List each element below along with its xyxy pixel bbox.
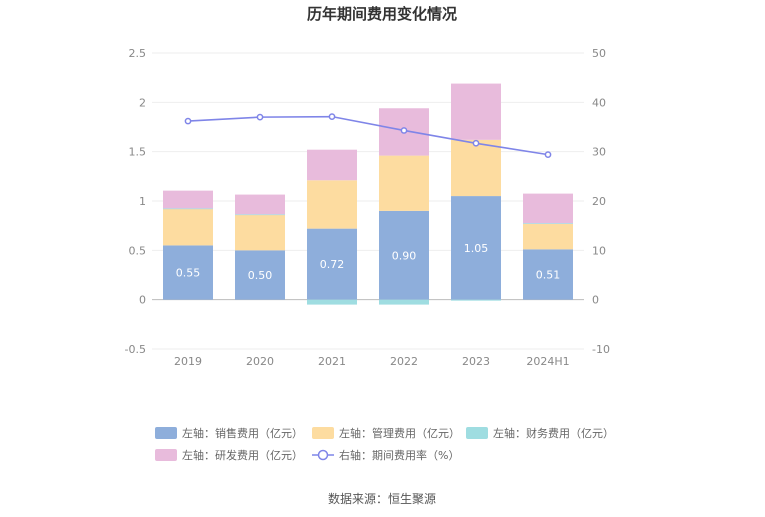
bars [163,83,573,305]
bar-segment [307,299,357,305]
bar-segment [307,180,357,229]
x-tick-label: 2021 [318,355,346,368]
ratio-point [472,139,480,147]
legend-label: 右轴：期间费用率（%） [339,448,459,462]
legend[interactable]: 左轴：销售费用（亿元） 左轴：管理费用（亿元） 左轴：财务费用（亿元） 左轴：研发费用… [155,426,614,462]
bar-segment [163,190,213,209]
legend-label: 左轴：管理费用（亿元） [339,426,460,440]
right-tick-label: 50 [592,47,606,60]
bar-segment [307,228,357,300]
ratio-point [184,117,192,125]
x-tick-label: 2024H1 [526,355,569,368]
bar-segment [451,299,501,301]
left-tick-label: 2 [139,96,146,109]
expense-ratio-line [184,113,552,158]
left-tick-label: 0 [139,294,146,307]
bar-value-label: 1.05 [464,242,489,255]
left-tick-label: 2.5 [129,47,147,60]
bar-segment [163,245,213,300]
bar-value-label: 0.51 [536,269,561,282]
grid [152,52,584,350]
legend-swatch [312,427,334,439]
bar-segment [523,223,573,250]
ratio-point [544,151,552,158]
right-tick-label: 30 [592,146,606,159]
x-tick-label: 2020 [246,355,274,368]
bar-segment [307,149,357,181]
left-axis-ticks: -0.5 0 0.5 1 1.5 2 2.5 [125,47,146,356]
bar-value-label: 0.50 [248,269,273,282]
legend-label: 左轴：销售费用（亿元） [182,426,303,440]
bar-segment [523,249,573,300]
left-tick-label: 1 [139,195,146,208]
left-tick-label: 0.5 [129,244,147,257]
bar-segment [379,210,429,300]
ratio-point [328,113,336,120]
left-tick-label: -0.5 [125,343,146,356]
ratio-point [256,113,264,121]
bar-segment [379,299,429,305]
bar-segment [235,214,285,216]
legend-label: 左轴：研发费用（亿元） [182,448,303,462]
right-tick-label: 20 [592,195,606,208]
bar-segment [163,208,213,210]
legend-label: 左轴：财务费用（亿元） [493,426,614,440]
right-tick-label: 40 [592,96,606,109]
right-tick-label: -10 [592,343,610,356]
left-tick-label: 1.5 [129,146,147,159]
bar-segment [451,196,501,300]
legend-line-marker [317,449,329,461]
ratio-point [400,127,408,134]
x-axis-ticks: 2019 2020 2021 2022 2023 2024H1 [174,355,570,368]
bar-segment [523,193,573,224]
legend-swatch [155,427,177,439]
ratio-line-path [187,115,549,156]
bar-labels: 0.55 0.50 0.72 0.90 1.05 0.51 [176,242,561,282]
bar-segment [451,139,501,197]
x-tick-label: 2023 [462,355,490,368]
legend-swatch [466,427,488,439]
bar-segment [235,214,285,251]
bar-value-label: 0.55 [176,267,201,280]
bar-segment [235,250,285,300]
bar-segment [163,208,213,246]
bar-segment [523,223,573,224]
x-tick-label: 2022 [390,355,418,368]
bar-segment [235,194,285,215]
right-tick-label: 10 [592,244,606,257]
right-axis-ticks: -10 0 10 20 30 40 50 [592,47,610,356]
source-text: 数据来源：恒生聚源 [328,491,436,506]
x-tick-label: 2019 [174,355,202,368]
bar-value-label: 0.90 [392,249,417,262]
bar-segment [379,155,429,211]
right-tick-label: 0 [592,294,599,307]
chart-title: 历年期间费用变化情况 [307,5,457,23]
bar-value-label: 0.72 [320,258,345,271]
bar-segment [451,83,501,140]
legend-swatch [155,449,177,461]
